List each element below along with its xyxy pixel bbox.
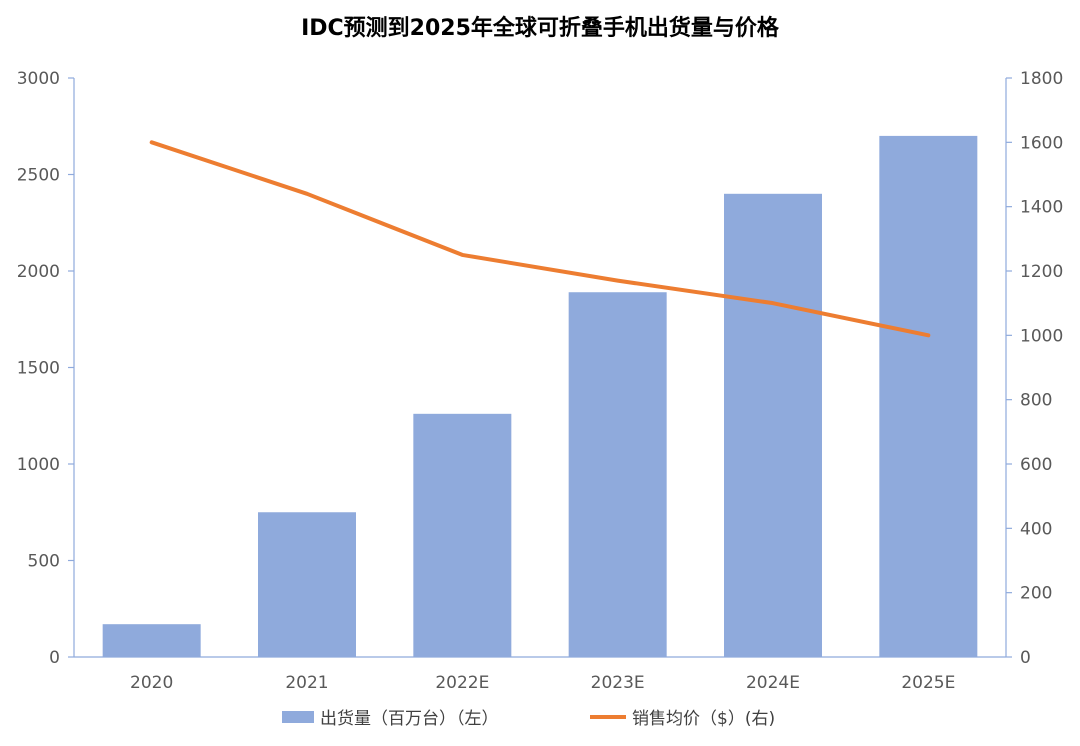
left-tick-label: 3000	[17, 69, 60, 89]
x-tick-label: 2022E	[435, 673, 489, 693]
right-tick-label: 200	[1020, 584, 1052, 604]
left-tick-label: 0	[49, 648, 60, 668]
bar-2024E	[724, 193, 822, 658]
line-series	[149, 140, 931, 338]
x-tick-label: 2024E	[746, 673, 800, 693]
left-tick-label: 2500	[17, 166, 60, 186]
right-tick-label: 1200	[1020, 262, 1063, 282]
bar-2022E	[413, 413, 512, 657]
x-axis-ticks: 2020 2021 2022E 2023E 2024E 2025E	[130, 673, 955, 693]
right-tick-label: 1000	[1020, 326, 1063, 346]
right-tick-label: 1600	[1020, 133, 1063, 153]
right-tick-label: 800	[1020, 391, 1052, 411]
left-tick-label: 1500	[17, 359, 60, 379]
bar-2020	[102, 624, 201, 657]
bar-series	[102, 135, 978, 658]
legend-bar-swatch	[282, 711, 314, 723]
right-tick-label: 400	[1020, 519, 1052, 539]
right-tick-label: 1400	[1020, 198, 1063, 218]
x-tick-label: 2025E	[901, 673, 955, 693]
bar-2025E	[879, 135, 978, 657]
left-tick-label: 2000	[17, 262, 60, 282]
price-line	[149, 140, 931, 338]
right-tick-label: 0	[1020, 648, 1031, 668]
bar-2021	[258, 512, 356, 657]
x-tick-label: 2020	[130, 673, 173, 693]
legend: 出货量（百万台）（左） 销售均价（$）(右)	[282, 709, 775, 729]
left-axis-ticks: 0 500 1000 1500 2000 2500 3000	[17, 69, 74, 668]
right-tick-label: 600	[1020, 455, 1052, 475]
legend-bar-label: 出货量（百万台）（左）	[320, 709, 499, 729]
left-tick-label: 1000	[17, 455, 60, 475]
legend-line-label: 销售均价（$）(右)	[632, 709, 775, 729]
chart-title: IDC预测到2025年全球可折叠手机出货量与价格	[301, 15, 780, 41]
x-tick-label: 2023E	[591, 673, 645, 693]
left-tick-label: 500	[28, 552, 60, 572]
right-axis-ticks: 0 200 400 600 800 1000 1200 1400 1600 1800	[1006, 69, 1063, 668]
x-tick-label: 2021	[285, 673, 328, 693]
bar-2023E	[568, 292, 667, 657]
right-tick-label: 1800	[1020, 69, 1063, 89]
